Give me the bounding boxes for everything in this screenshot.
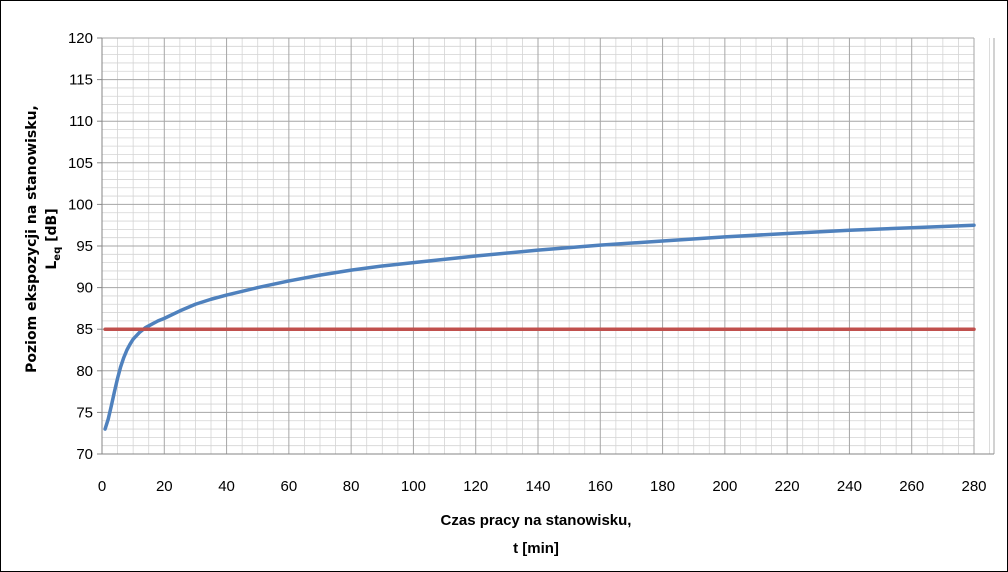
y-tick-label: 95 [76,238,93,255]
x-tick-label: 280 [961,478,986,495]
y-tick-labels: 70 75 80 85 90 95 100 105 110 115 120 [68,30,93,463]
y-tick-label: 115 [69,72,93,89]
x-tick-label: 240 [837,478,862,495]
x-tick-label: 60 [281,478,298,495]
y-tick-label: 75 [76,404,93,421]
x-tick-label: 20 [156,478,173,495]
x-tick-label: 40 [218,478,235,495]
x-tick-label: 220 [775,478,800,495]
x-tick-labels: 0 20 40 60 80 100 120 140 160 180 200 220 240 260 280 [98,478,987,495]
x-tick-label: 180 [650,478,675,495]
y-axis-title-subscript: eq [52,247,63,261]
x-tick-label: 100 [401,478,426,495]
x-tick-label: 160 [588,478,613,495]
y-axis-title-unit: [dB] [44,208,60,246]
exposure-level-line [103,223,976,431]
axes [97,37,994,455]
x-tick-label: 80 [343,478,360,495]
series-layer [103,223,976,431]
y-tick-label: 70 [76,446,93,463]
y-tick-label: 90 [76,280,93,297]
y-tick-label: 100 [68,196,93,213]
y-axis-title-line2: Leq [dB] [44,208,63,269]
x-tick-label: 200 [712,478,737,495]
y-tick-label: 80 [76,363,93,380]
major-gridlines [102,37,995,455]
y-tick-label: 85 [76,321,93,338]
y-axis-title-symbol: L [44,261,60,270]
x-tick-label: 260 [899,478,924,495]
x-tick-label: 0 [98,478,106,495]
x-axis-title-line2: t [min] [513,540,559,557]
y-tick-label: 120 [68,30,93,47]
x-axis-title-line1: Czas pracy na stanowisku, [441,512,632,529]
y-axis-title-line1: Poziom ekspozycji na stanowisku, [24,105,40,373]
x-tick-label: 140 [525,478,550,495]
y-tick-label: 110 [69,113,93,130]
x-tick-label: 120 [463,478,488,495]
y-tick-label: 105 [68,155,93,172]
